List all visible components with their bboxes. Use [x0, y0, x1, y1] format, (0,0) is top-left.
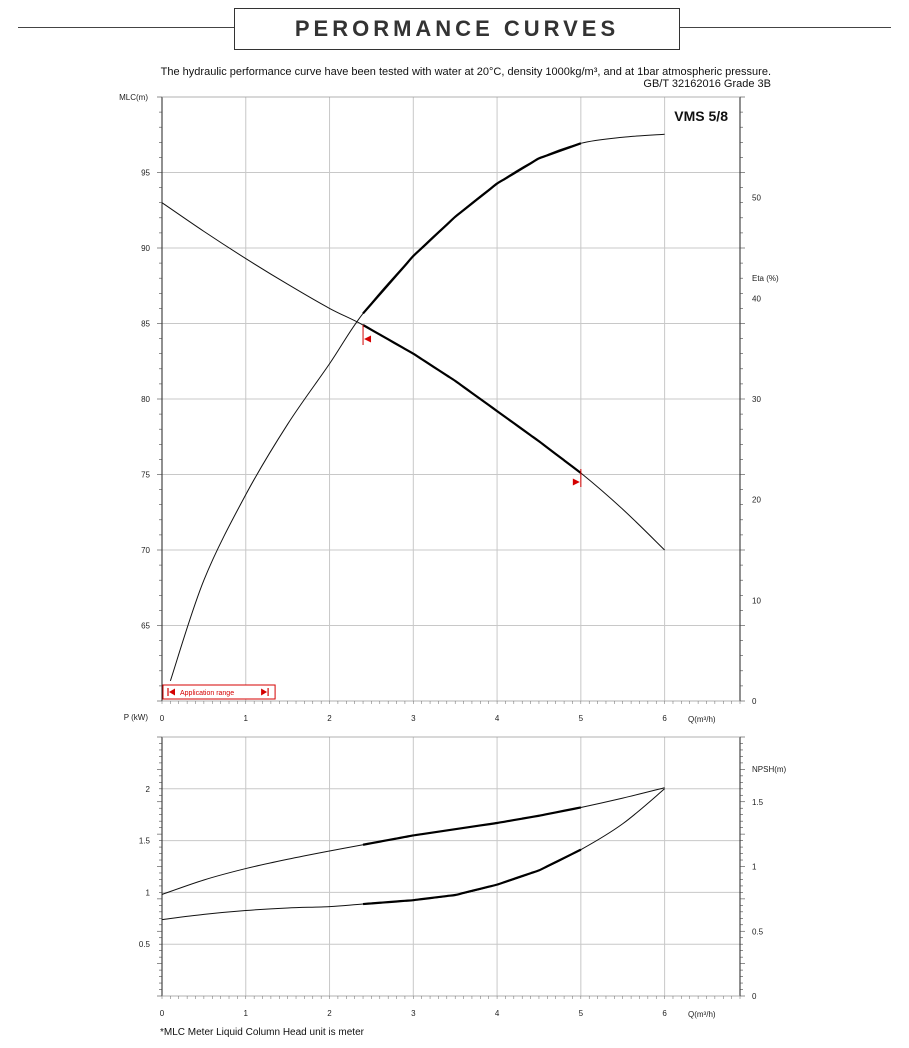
panel2-y-right-tick-label-1: 0.5 [752, 927, 764, 936]
panel1-y-tick-label-0: 65 [141, 622, 150, 631]
panel2-y-tick-label-3: 2 [146, 785, 151, 794]
panel2-x-axis-title: Q(m³/h) [688, 1010, 716, 1019]
panel1-y-tick-label-4: 85 [141, 320, 150, 329]
test-conditions: The hydraulic performance curve have bee… [161, 66, 771, 90]
panel1-series-2-line [169, 133, 665, 682]
panel1-x-tick-label-5: 5 [579, 714, 584, 723]
panel1-x-axis-title: Q(m³/h) [688, 715, 716, 724]
panel2-y-right-tick-label-3: 1.5 [752, 798, 764, 807]
panel2-y-right-axis-title: NPSH(m) [752, 765, 787, 774]
panel2-x-tick-label-3: 3 [411, 1009, 416, 1018]
panel1-y-right-tick-label-2: 20 [752, 496, 761, 505]
panel1-application-range-box [162, 684, 276, 700]
panel2-y-tick-label-0: 0.5 [139, 940, 151, 949]
panel2-y-right-tick-label-2: 1 [752, 863, 757, 872]
panel1-y-tick-label-2: 75 [141, 471, 150, 480]
panel1-duty-start-marker-arrow [364, 335, 372, 343]
panel1-y-right-tick-label-0: 0 [752, 697, 757, 706]
panel2-y-axis-title: P (kW) [124, 713, 149, 722]
panel2-series-2-duty-segment [362, 848, 582, 906]
panel2-x-tick-label-4: 4 [495, 1009, 500, 1018]
panel1-y-right-tick-label-3: 30 [752, 395, 761, 404]
panel1-y-tick-label-1: 70 [141, 546, 150, 555]
panel1-x-tick-label-4: 4 [495, 714, 500, 723]
panel1-y-right-tick-label-5: 50 [752, 194, 761, 203]
panel1-application-range-left-arrow [169, 688, 175, 696]
panel1-x-tick-label-6: 6 [662, 714, 667, 723]
panel1-y-axis-title: MLC(m) [119, 93, 148, 102]
panel1-y-tick-label-6: 95 [141, 169, 150, 178]
page-title: PERORMANCE CURVES [234, 8, 680, 50]
panel1-y-tick-label-3: 80 [141, 395, 150, 404]
panel1-duty-end-marker-arrow [572, 478, 580, 486]
footnote: *MLC Meter Liquid Column Head unit is me… [160, 1027, 364, 1038]
panel1-series-1-duty-segment [362, 324, 582, 474]
test-description: The hydraulic performance curve have bee… [160, 66, 771, 78]
panel1-x-tick-label-2: 2 [327, 714, 332, 723]
panel1-x-tick-label-3: 3 [411, 714, 416, 723]
panel1-y-right-axis-title: Eta (%) [752, 274, 779, 283]
panel1-application-range-label: Application range [180, 690, 234, 697]
panel1-model-label: VMS 5/8 [674, 108, 728, 124]
panel1-y-right-tick-label-4: 40 [752, 294, 761, 303]
title-rule-right [679, 27, 891, 28]
panel2-y-tick-label-1: 1 [146, 888, 151, 897]
panel2-y-tick-label-2: 1.5 [139, 837, 151, 846]
panel1-application-range-right-arrow [261, 688, 268, 696]
panel1-series-2-duty-segment [362, 142, 582, 315]
panel1-x-tick-label-1: 1 [244, 714, 249, 723]
panel2-x-tick-label-0: 0 [160, 1009, 165, 1018]
panel2-x-tick-label-1: 1 [244, 1009, 249, 1018]
panel2-x-tick-label-2: 2 [327, 1009, 332, 1018]
panel1-y-right-tick-label-1: 10 [752, 596, 761, 605]
panel2-x-tick-label-5: 5 [579, 1009, 584, 1018]
panel1-y-tick-label-5: 90 [141, 244, 150, 253]
test-standard: GB/T 32162016 Grade 3B [643, 78, 771, 90]
panel2-x-tick-label-6: 6 [662, 1009, 667, 1018]
panel2-series-1-duty-segment [362, 806, 582, 846]
panel1-x-tick-label-0: 0 [160, 714, 165, 723]
panel2-y-right-tick-label-0: 0 [752, 992, 757, 1001]
title-rule-left [18, 27, 234, 28]
